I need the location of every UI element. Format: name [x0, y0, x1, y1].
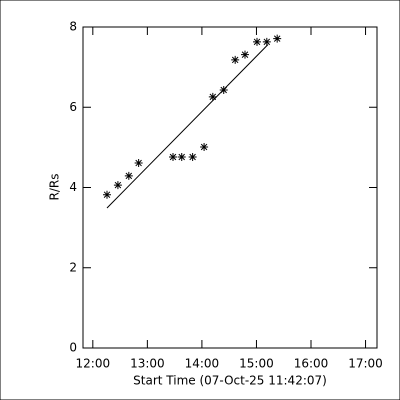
y-tick-label: 4 [69, 180, 77, 194]
data-point [241, 50, 249, 59]
data-point [113, 181, 122, 190]
x-tick-label: 12:00 [76, 357, 111, 371]
y-tick-label: 2 [69, 260, 77, 274]
x-tick-label: 17:00 [348, 357, 383, 371]
x-tick-label: 13:00 [130, 357, 165, 371]
data-point [253, 37, 261, 46]
x-tick-label: 14:00 [185, 357, 220, 371]
data-point [188, 153, 197, 162]
y-tick-label: 6 [69, 100, 77, 114]
data-point [200, 142, 209, 151]
y-axis-label: R/Rs [48, 174, 62, 201]
data-point [169, 153, 177, 162]
y-tick-label: 8 [69, 20, 77, 34]
data-point [273, 34, 282, 43]
data-point [134, 159, 143, 168]
fit-line [106, 44, 269, 209]
x-tick-label: 16:00 [294, 357, 329, 371]
data-point [231, 55, 240, 64]
data-point [103, 190, 111, 199]
data-point [208, 92, 217, 101]
x-tick-label: 15:00 [239, 357, 274, 371]
x-axis-label: Start Time (07-Oct-25 11:42:07) [133, 374, 327, 388]
data-point [177, 153, 186, 162]
data-point [262, 37, 271, 46]
y-tick-label: 0 [69, 341, 77, 355]
data-point [124, 171, 133, 180]
